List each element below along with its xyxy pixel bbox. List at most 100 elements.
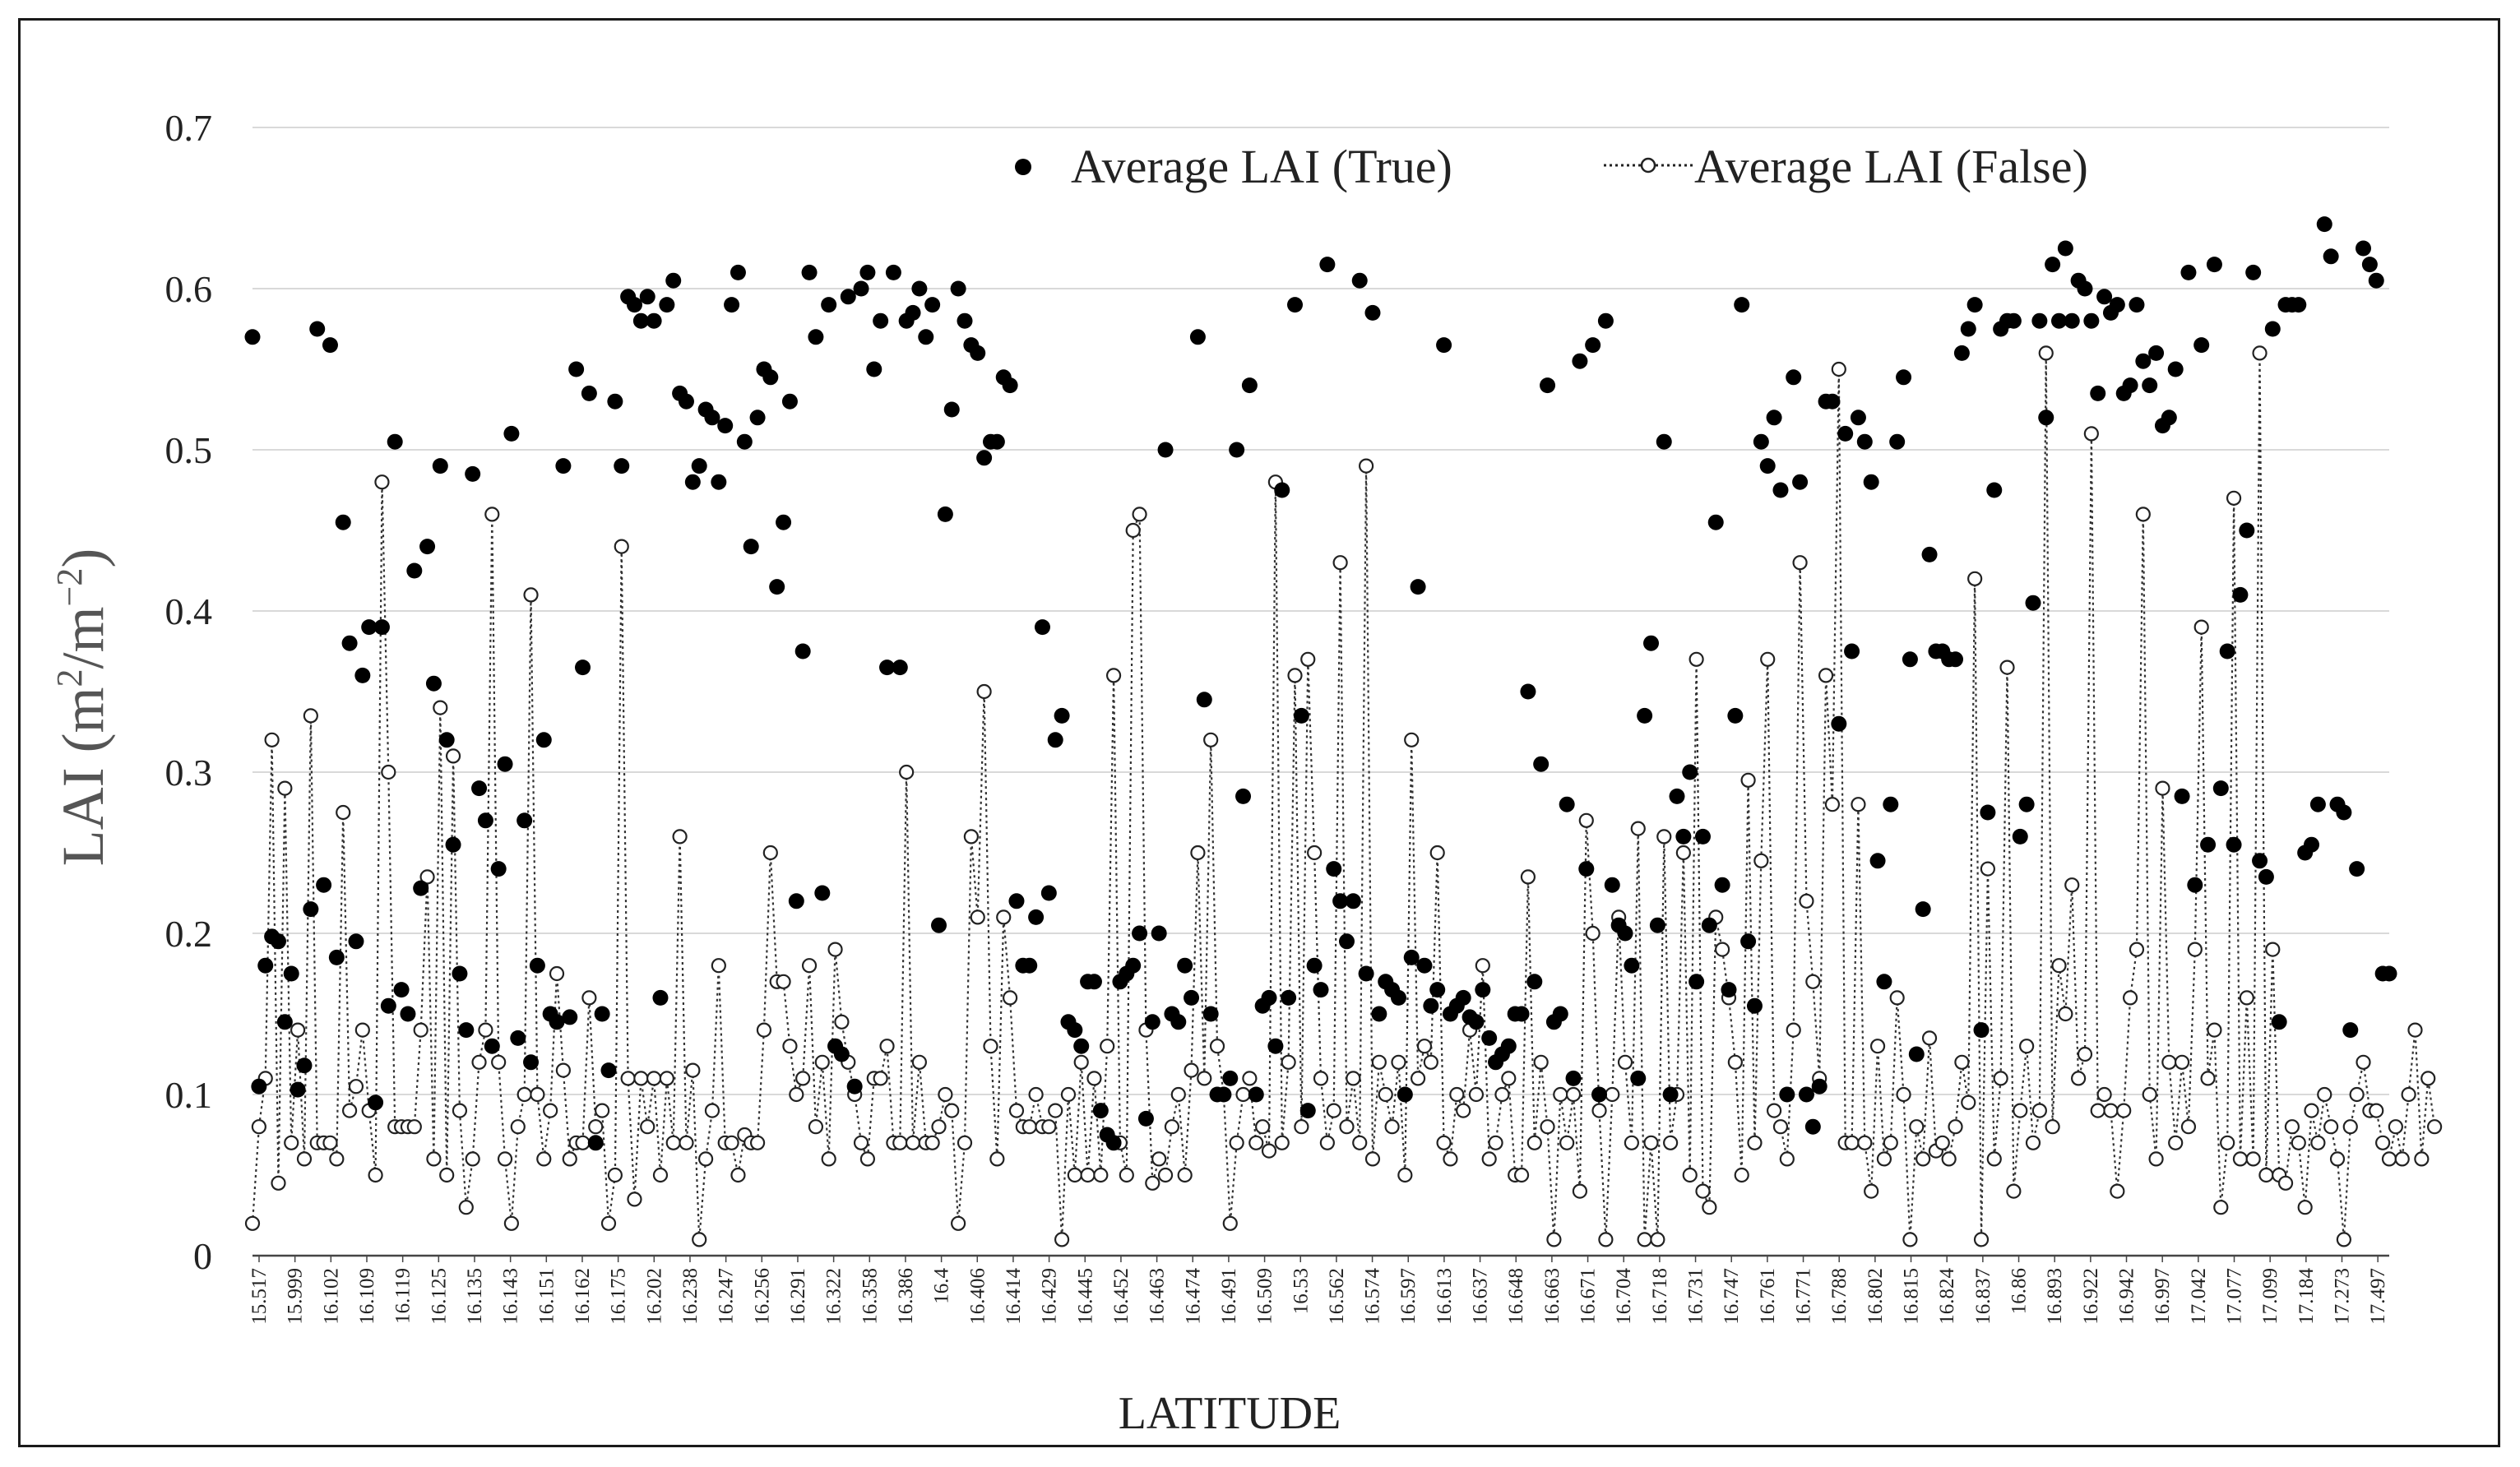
false-point-55 — [600, 1215, 617, 1231]
x-tick-label-15: 16.291 — [787, 1268, 809, 1325]
false-point-71 — [704, 1103, 720, 1118]
false-point-28 — [426, 1151, 442, 1167]
false-point-149 — [1209, 1039, 1225, 1054]
false-point-191 — [1481, 1151, 1497, 1167]
false-point-310 — [2252, 345, 2268, 361]
true-point-205 — [1572, 353, 1588, 369]
false-point-64 — [659, 1071, 674, 1086]
false-point-322 — [2329, 1151, 2346, 1167]
false-point-79 — [756, 1022, 772, 1038]
false-point-186 — [1449, 1086, 1465, 1103]
false-point-132 — [1100, 1039, 1115, 1054]
false-point-230 — [1734, 1167, 1749, 1183]
true-point-18 — [361, 619, 378, 636]
false-point-163 — [1300, 651, 1316, 667]
false-point-94 — [853, 1135, 869, 1150]
x-tick-label-40: 16.731 — [1685, 1268, 1707, 1325]
false-point-190 — [1475, 958, 1490, 974]
true-point-15 — [341, 635, 358, 651]
false-point-13 — [329, 1151, 345, 1167]
true-point-2 — [257, 957, 274, 974]
true-point-120 — [1021, 957, 1038, 974]
false-point-61 — [640, 1119, 655, 1135]
true-point-172 — [1358, 965, 1374, 982]
false-point-88 — [814, 1054, 830, 1070]
false-point-235 — [1766, 1103, 1782, 1118]
true-point-57 — [614, 458, 630, 474]
x-tick-label-6: 16.135 — [464, 1268, 486, 1325]
y-tick-label-1: 0.1 — [165, 1074, 213, 1116]
true-point-171 — [1351, 272, 1368, 289]
x-tick-label-30: 16.562 — [1326, 1268, 1348, 1325]
false-point-328 — [2369, 1103, 2384, 1118]
true-point-179 — [1403, 949, 1420, 965]
true-point-162 — [1293, 707, 1309, 724]
true-point-215 — [1637, 707, 1653, 724]
false-point-237 — [1779, 1151, 1795, 1167]
true-point-204 — [1565, 1070, 1582, 1086]
false-point-1 — [251, 1119, 266, 1135]
false-point-66 — [672, 829, 688, 845]
true-point-313 — [2271, 1014, 2287, 1030]
true-point-275 — [2025, 595, 2041, 611]
x-tick-label-25: 16.463 — [1147, 1268, 1169, 1325]
false-point-159 — [1274, 1135, 1290, 1150]
x-tick-label-41: 16.747 — [1721, 1268, 1743, 1325]
true-point-64 — [659, 297, 675, 313]
false-point-218 — [1656, 829, 1672, 845]
true-point-27 — [419, 539, 436, 555]
true-point-105 — [924, 297, 941, 313]
chart-frame — [18, 18, 2500, 1447]
false-point-311 — [2258, 1167, 2274, 1183]
true-point-140 — [1151, 925, 1167, 942]
y-tick-label-2: 0.2 — [165, 913, 213, 955]
false-point-139 — [1145, 1175, 1160, 1191]
true-point-297 — [2167, 361, 2184, 377]
x-tick-label-49: 16.86 — [2008, 1268, 2031, 1314]
x-axis-label: LATITUDE — [1119, 1388, 1341, 1439]
true-point-22 — [387, 433, 403, 450]
false-point-4 — [271, 1175, 286, 1191]
true-point-178 — [1397, 1086, 1413, 1103]
x-tick-label-31: 16.574 — [1362, 1268, 1384, 1325]
true-point-76 — [736, 433, 753, 450]
false-point-68 — [685, 1062, 701, 1078]
true-point-203 — [1559, 796, 1575, 812]
false-point-59 — [627, 1192, 642, 1207]
x-tick-label-27: 16.491 — [1218, 1268, 1240, 1325]
false-point-179 — [1404, 732, 1420, 747]
x-tick-label-5: 16.125 — [428, 1268, 450, 1325]
false-point-241 — [1805, 974, 1821, 989]
false-point-16 — [348, 1079, 364, 1094]
x-tick-label-37: 16.671 — [1577, 1268, 1600, 1325]
false-point-90 — [827, 942, 843, 957]
x-tick-label-33: 16.613 — [1434, 1268, 1456, 1325]
false-point-20 — [374, 474, 390, 490]
true-point-20 — [373, 619, 390, 636]
false-point-200 — [1540, 1119, 1555, 1135]
false-point-216 — [1643, 1135, 1659, 1150]
true-point-210 — [1604, 877, 1620, 893]
false-point-292 — [2135, 507, 2151, 522]
false-point-147 — [1197, 1071, 1212, 1086]
false-point-44 — [530, 1086, 545, 1103]
true-point-328 — [2368, 272, 2384, 289]
false-point-123 — [1041, 1119, 1057, 1135]
x-tick-label-56: 17.099 — [2259, 1268, 2281, 1325]
false-point-133 — [1105, 668, 1122, 683]
true-point-184 — [1436, 337, 1452, 354]
true-point-283 — [2077, 280, 2093, 297]
false-point-97 — [873, 1071, 888, 1086]
true-point-272 — [2005, 312, 2022, 329]
true-point-33 — [458, 1022, 475, 1039]
true-point-148 — [1202, 1006, 1219, 1022]
false-point-321 — [2323, 1119, 2339, 1135]
false-point-51 — [575, 1135, 591, 1150]
true-point-284 — [2083, 312, 2100, 329]
x-tick-label-2: 16.102 — [320, 1268, 342, 1325]
x-tick-label-54: 17.042 — [2188, 1268, 2210, 1325]
false-point-219 — [1663, 1135, 1679, 1150]
true-point-30 — [438, 732, 455, 748]
false-point-0 — [244, 1215, 261, 1231]
false-point-283 — [2077, 1046, 2093, 1062]
